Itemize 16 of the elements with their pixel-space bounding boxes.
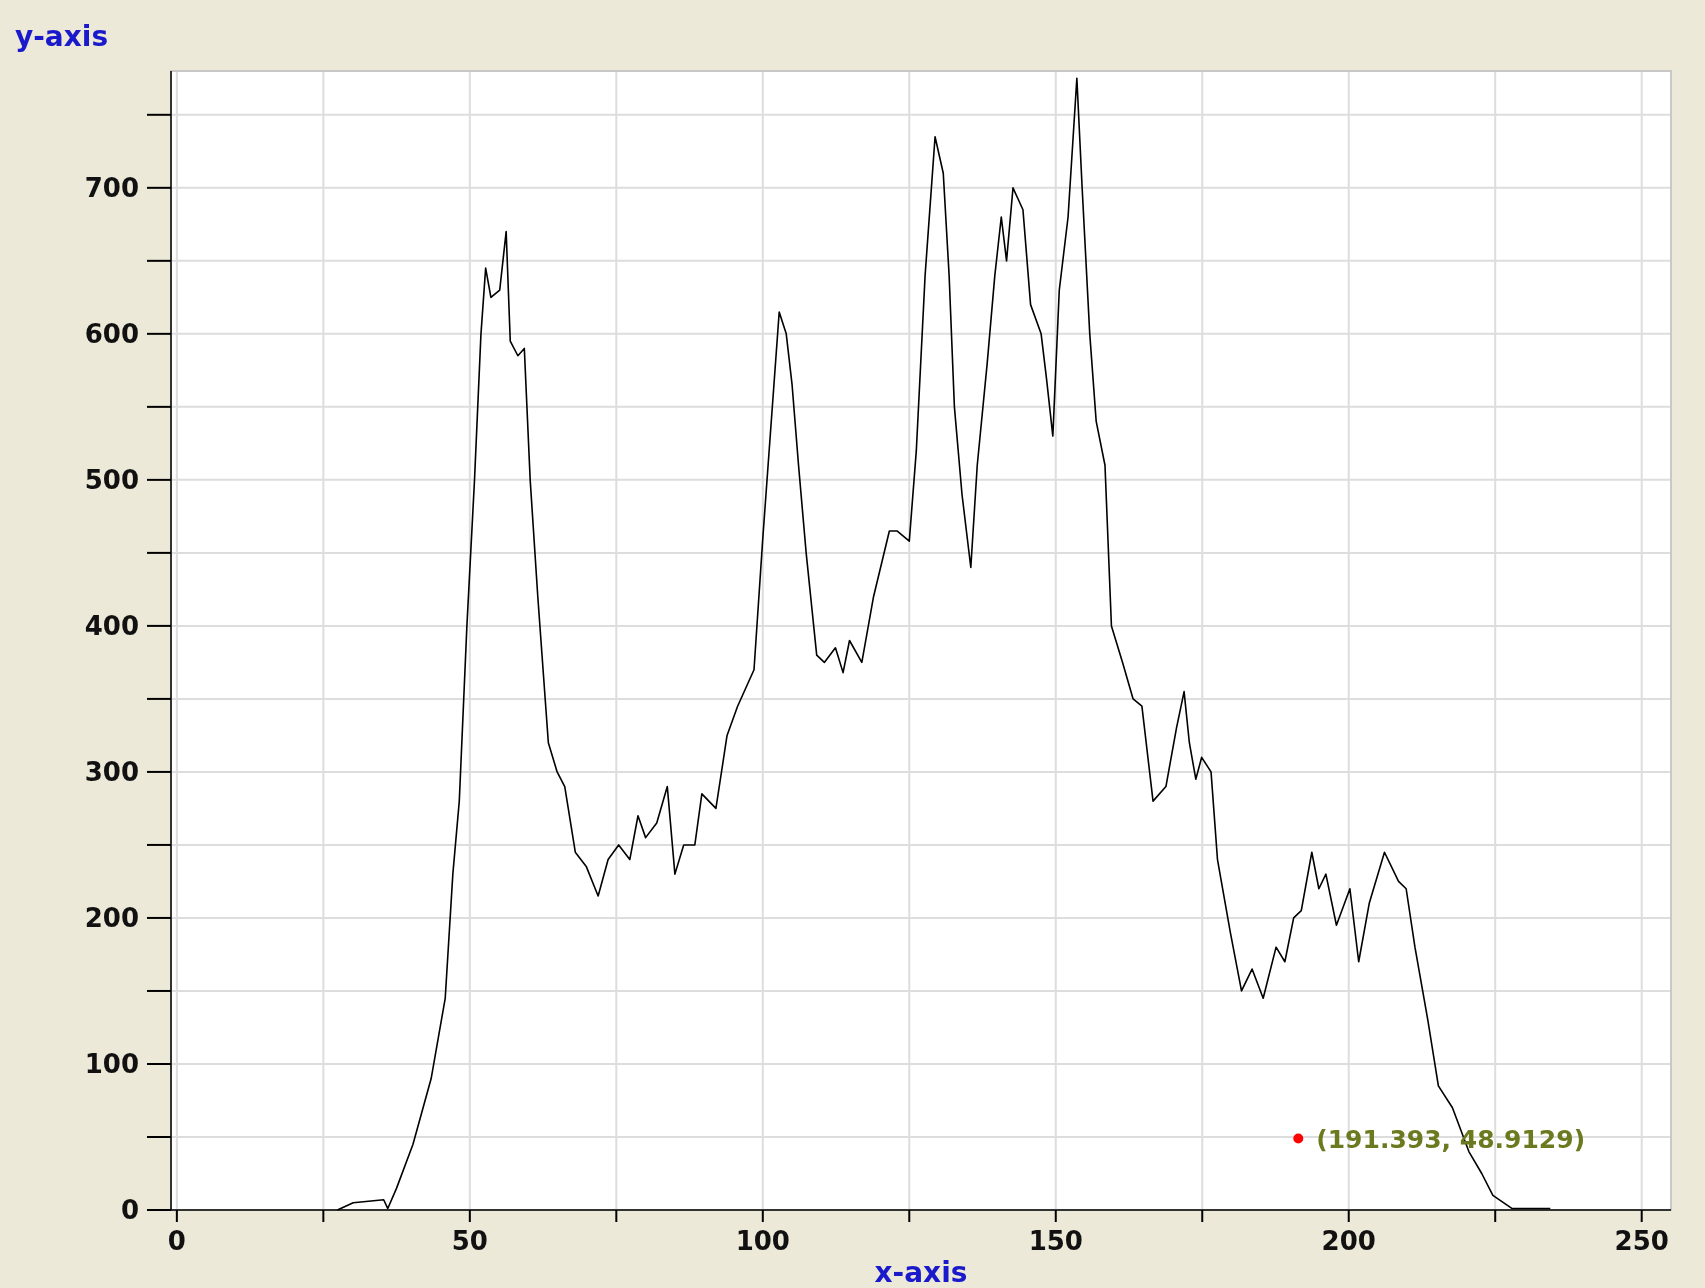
- x-tick-label: 100: [735, 1226, 790, 1256]
- x-tick-label: 50: [451, 1226, 488, 1256]
- x-tick-label: 0: [167, 1226, 186, 1256]
- y-tick-label: 200: [84, 902, 139, 933]
- y-tick-label: 300: [84, 756, 139, 787]
- y-tick-label: 100: [84, 1048, 139, 1079]
- y-tick-label: 0: [120, 1195, 139, 1225]
- x-tick-label: 250: [1614, 1226, 1669, 1256]
- x-tick-label: 150: [1028, 1226, 1083, 1256]
- x-tick-label: 200: [1321, 1226, 1376, 1256]
- y-tick-label: 700: [84, 172, 139, 203]
- y-axis-title: y-axis: [15, 20, 109, 53]
- x-axis-title: x-axis: [874, 1256, 968, 1288]
- y-tick-label: 500: [84, 464, 139, 495]
- y-tick-label: 600: [84, 318, 139, 349]
- y-tick-label: 400: [84, 610, 139, 641]
